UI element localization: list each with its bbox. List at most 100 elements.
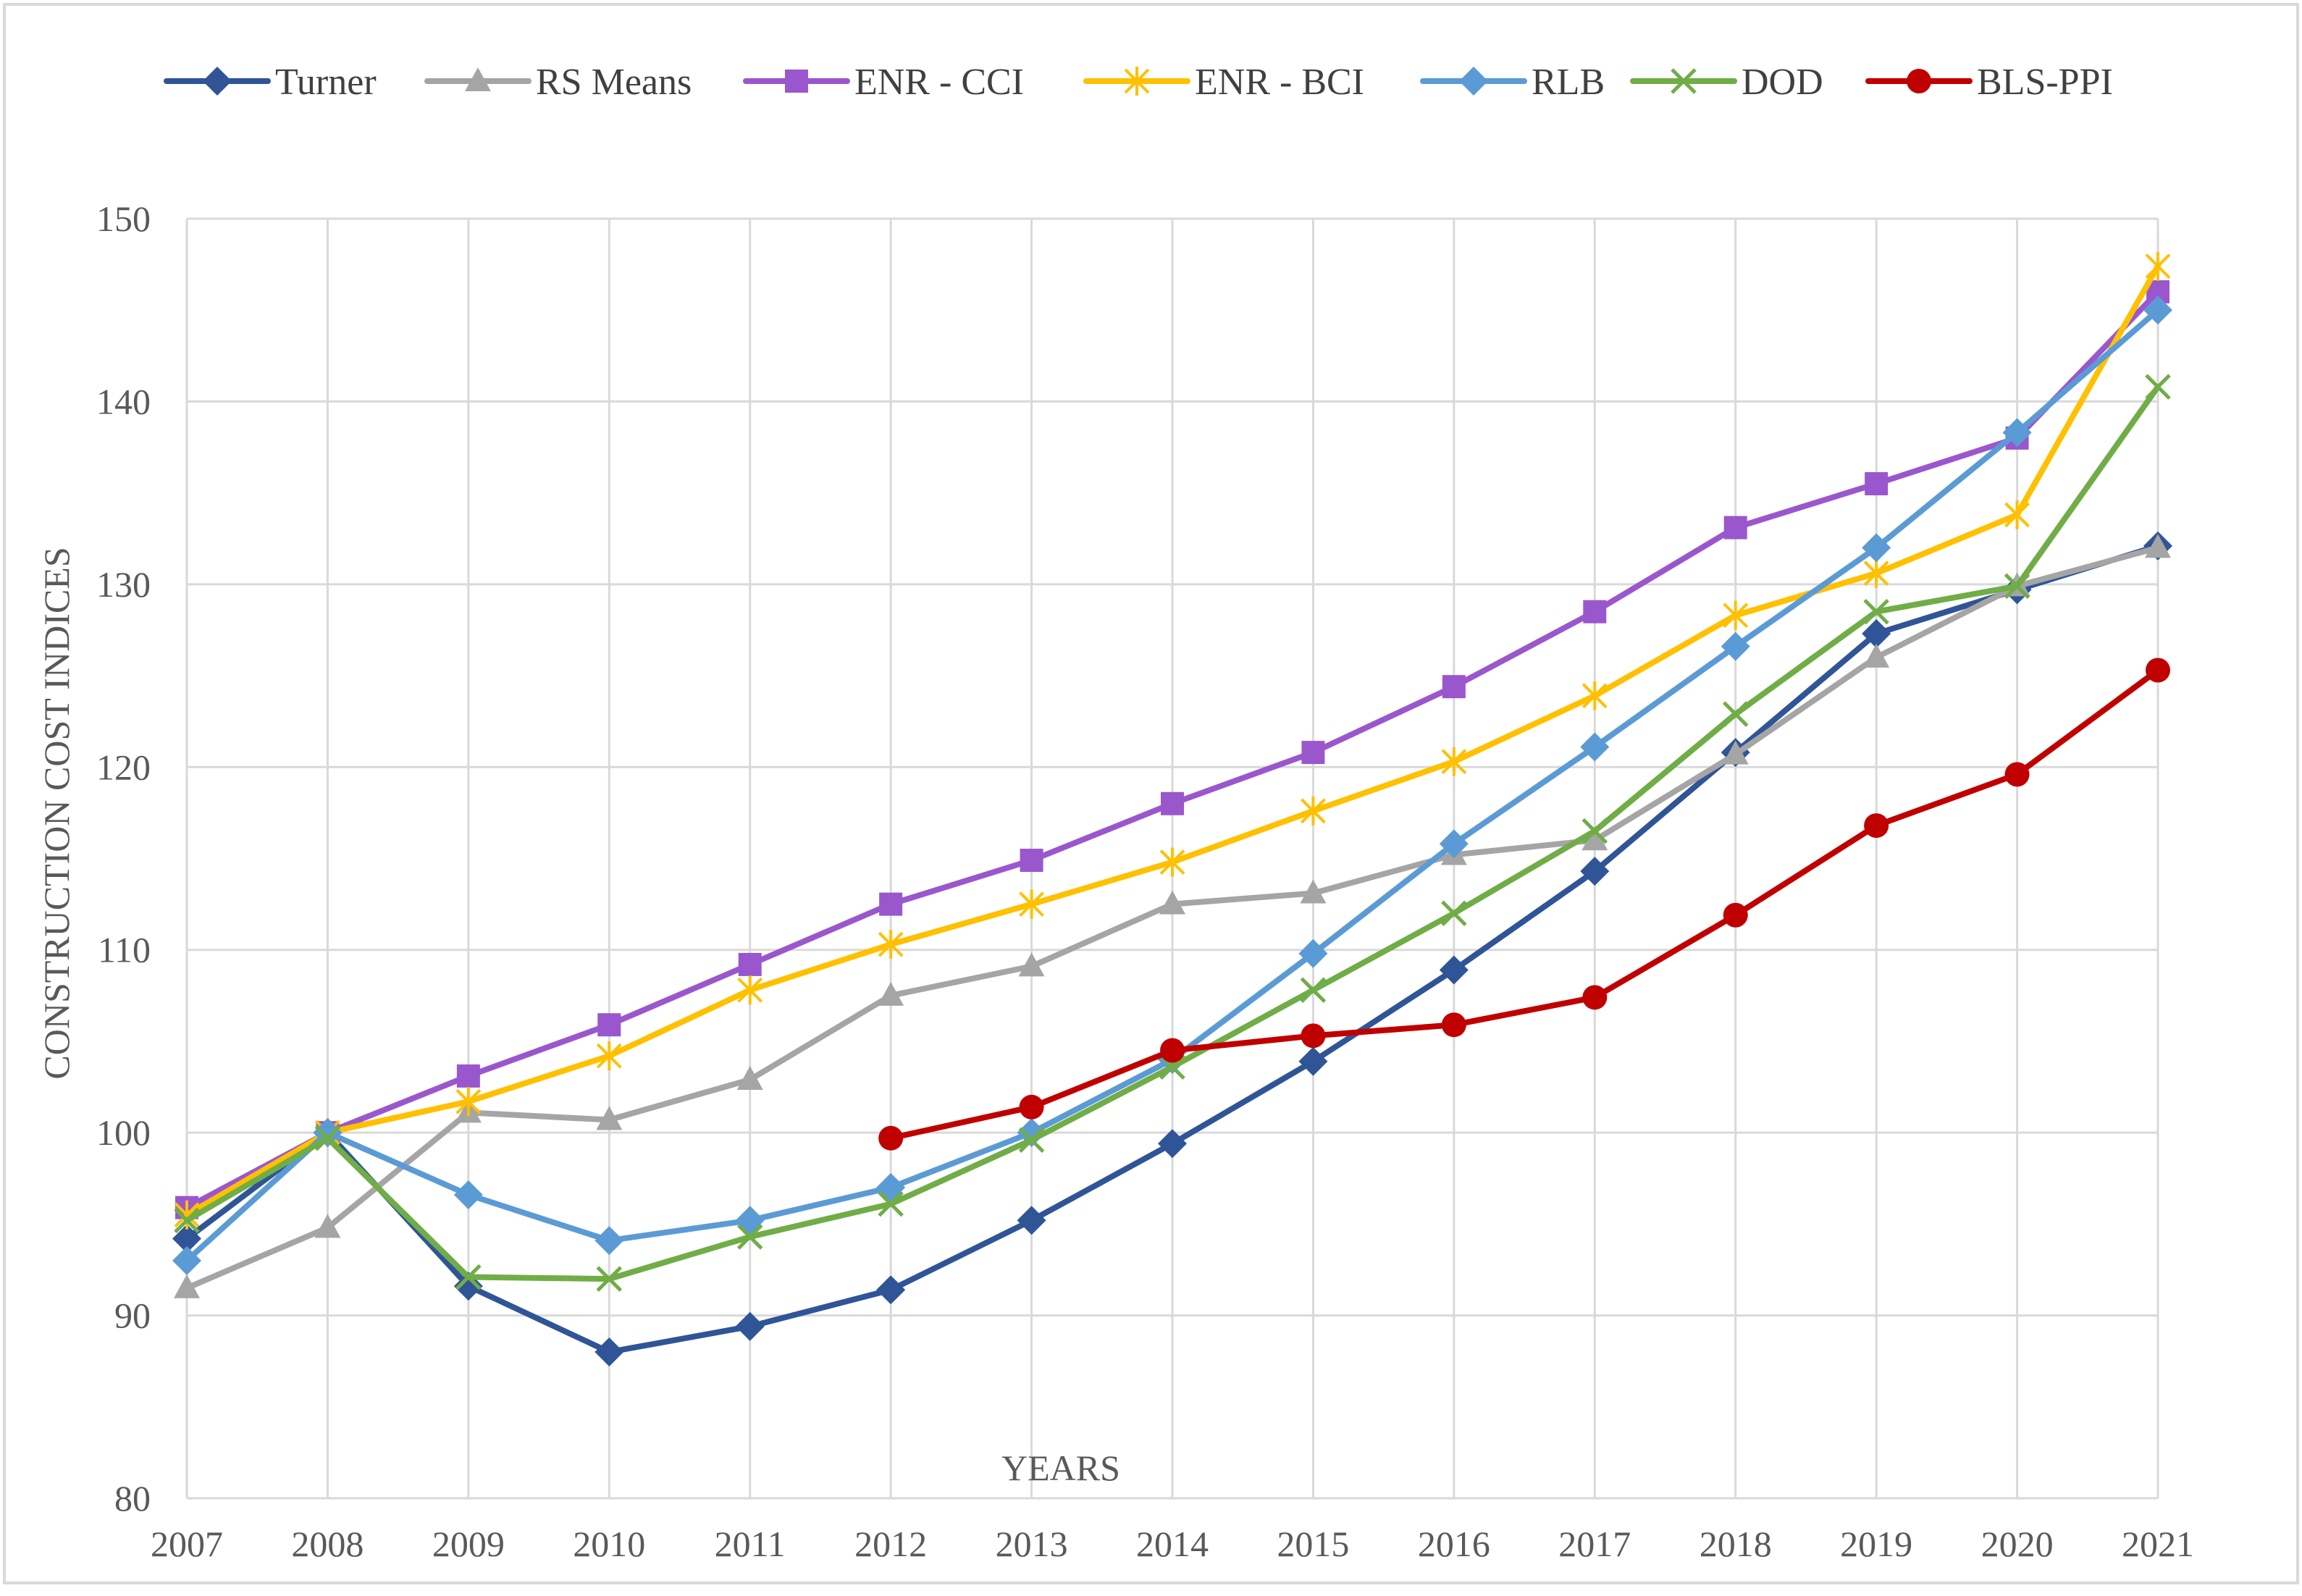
data-point-bls-ppi xyxy=(1723,902,1748,928)
data-point-enr-bci xyxy=(174,1200,200,1230)
data-point-rlb xyxy=(1580,732,1610,762)
legend-label: BLS-PPI xyxy=(1977,62,2113,103)
marker-stroke xyxy=(455,1264,482,1290)
data-point-enr-bci xyxy=(596,1041,622,1071)
data-point-rlb xyxy=(1721,631,1750,661)
data-point-enr-cci xyxy=(879,892,903,916)
series-enr-bci xyxy=(174,251,2171,1230)
legend-label: ENR - CCI xyxy=(854,62,1024,103)
y-tick-label: 90 xyxy=(114,1295,151,1336)
data-point-dod xyxy=(174,1207,200,1234)
legend-item-rlb: RLB xyxy=(1420,62,1605,103)
axes: 2007 2008 2009 2010 2011 2012 2013 2014 2015 2016… xyxy=(96,198,2194,1564)
data-point-rs-means xyxy=(736,1065,763,1090)
data-point-enr-cci xyxy=(1723,516,1747,539)
marker-stroke xyxy=(736,1224,763,1250)
marker-stroke xyxy=(1018,1127,1045,1154)
data-point-turner xyxy=(876,1275,906,1305)
data-point-enr-cci xyxy=(1865,472,1889,496)
data-point-enr-bci xyxy=(1301,796,1326,826)
legend-swatch-marker xyxy=(1671,68,1697,94)
data-point-rs-means xyxy=(1300,879,1327,904)
chart-border xyxy=(3,3,2299,1584)
x-tick-label: 2011 xyxy=(715,1524,786,1564)
marker-stroke xyxy=(596,1266,623,1292)
data-point-bls-ppi xyxy=(1864,813,1889,839)
data-point-dod xyxy=(2145,374,2171,400)
data-point-rlb xyxy=(1298,938,1328,968)
marker-stroke xyxy=(1581,818,1608,844)
x-tick-label: 2017 xyxy=(1558,1524,1631,1564)
legend-item-turner: Turner xyxy=(164,62,377,103)
data-point-enr-cci xyxy=(456,1064,480,1088)
data-point-enr-cci xyxy=(597,1013,621,1037)
x-tick-label: 2015 xyxy=(1277,1524,1349,1564)
data-point-rlb xyxy=(1862,533,1891,563)
data-point-dod xyxy=(736,1224,763,1250)
marker-stroke xyxy=(1863,598,1889,625)
data-point-enr-bci xyxy=(878,930,904,959)
y-tick-label: 80 xyxy=(114,1478,151,1519)
legend-label: ENR - BCI xyxy=(1195,62,1364,103)
legend-swatch-marker xyxy=(465,67,491,91)
data-point-rs-means xyxy=(174,1274,200,1298)
series-group xyxy=(172,251,2172,1367)
y-tick-label: 100 xyxy=(96,1112,151,1153)
data-point-enr-bci xyxy=(1581,681,1608,710)
data-point-enr-bci xyxy=(1019,889,1044,919)
data-point-turner xyxy=(172,1224,201,1253)
data-point-bls-ppi xyxy=(1301,1023,1326,1049)
marker-stroke xyxy=(1300,977,1327,1004)
series-dod xyxy=(174,374,2171,1292)
data-point-bls-ppi xyxy=(878,1125,904,1151)
marker-stroke xyxy=(1722,701,1749,727)
legend-swatch-marker xyxy=(1124,67,1150,96)
data-point-bls-ppi xyxy=(1441,1012,1466,1038)
legend-label: DOD xyxy=(1742,62,1823,103)
data-point-dod xyxy=(1300,977,1327,1004)
data-point-rs-means xyxy=(596,1106,623,1130)
x-tick-label: 2008 xyxy=(291,1524,364,1564)
data-point-enr-cci xyxy=(1020,849,1043,873)
data-point-dod xyxy=(314,1125,341,1151)
data-point-rs-means xyxy=(1159,890,1185,915)
legend-item-dod: DOD xyxy=(1630,62,1823,103)
data-point-turner xyxy=(1158,1129,1187,1159)
y-axis-title: CONSTRUCTION COST INDICES xyxy=(36,547,77,1079)
series-bls-ppi xyxy=(878,658,2170,1151)
marker-stroke xyxy=(1441,900,1467,926)
data-point-enr-bci xyxy=(1441,747,1467,776)
data-point-rs-means xyxy=(1722,740,1749,765)
legend-label: RS Means xyxy=(536,62,692,103)
data-point-rs-means xyxy=(1018,952,1045,977)
data-point-dod xyxy=(1018,1127,1045,1154)
legend-item-enr-bci: ENR - BCI xyxy=(1083,62,1364,103)
data-point-enr-cci xyxy=(1301,741,1325,765)
data-point-enr-cci xyxy=(1442,675,1466,699)
data-point-dod xyxy=(2004,573,2030,600)
data-point-enr-cci xyxy=(1583,600,1607,623)
y-tick-label: 140 xyxy=(96,381,151,421)
x-tick-label: 2007 xyxy=(151,1524,223,1564)
marker-stroke xyxy=(2004,573,2030,600)
data-point-rlb xyxy=(172,1246,201,1275)
data-point-dod xyxy=(1441,900,1467,926)
data-point-dod xyxy=(878,1190,904,1217)
data-point-dod xyxy=(1863,598,1889,625)
legend-label: Turner xyxy=(275,62,377,103)
series-line-bls-ppi xyxy=(888,667,2161,1141)
legend-swatch-marker xyxy=(785,70,808,93)
data-point-enr-bci xyxy=(737,975,763,1005)
x-tick-label: 2009 xyxy=(432,1524,505,1564)
data-point-rs-means xyxy=(314,1214,341,1238)
y-tick-label: 130 xyxy=(96,564,151,605)
data-point-bls-ppi xyxy=(1582,985,1608,1010)
x-tick-label: 2010 xyxy=(573,1524,645,1564)
x-axis-title: YEARS xyxy=(1001,1448,1120,1488)
data-point-rs-means xyxy=(1863,643,1890,668)
marker-stroke xyxy=(174,1207,200,1234)
data-point-rs-means xyxy=(2145,534,2171,558)
marker-stroke xyxy=(314,1125,341,1151)
legend-item-rs-means: RS Means xyxy=(424,62,692,103)
